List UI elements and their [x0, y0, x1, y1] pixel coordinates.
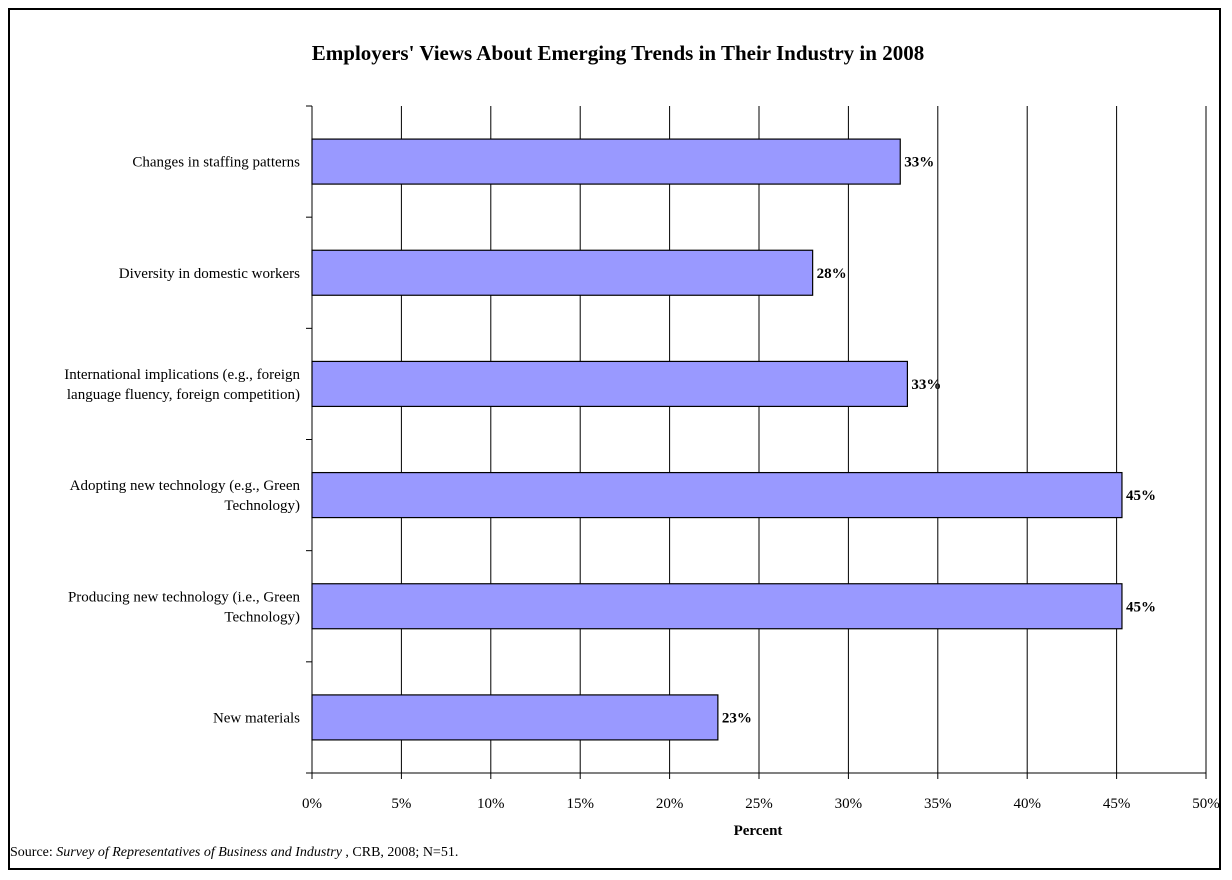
data-label: 45% — [1126, 488, 1156, 504]
data-label: 28% — [817, 266, 847, 282]
category-label-line: language fluency, foreign competition) — [67, 387, 300, 403]
category-label: Producing new technology (i.e., Green Tec… — [68, 589, 301, 625]
bar — [311, 471, 1123, 519]
category-label-line: Changes in staffing patterns — [132, 155, 300, 171]
category-label-line: Technology) — [224, 609, 300, 625]
bar — [311, 249, 814, 296]
x-tick-label: 50% — [1192, 796, 1220, 812]
data-label: 33% — [911, 377, 941, 393]
category-label-line: Producing new technology (i.e., Green — [68, 589, 301, 605]
bar — [311, 694, 719, 741]
source-prefix: Source: — [10, 845, 57, 860]
x-tick-label: 10% — [477, 796, 505, 812]
x-tick-label: 45% — [1103, 796, 1131, 812]
x-tick-label: 35% — [924, 796, 952, 812]
data-label: 45% — [1126, 599, 1156, 615]
data-label: 23% — [722, 710, 752, 726]
bar — [311, 583, 1123, 630]
x-tick-label: 40% — [1013, 796, 1041, 812]
category-label-line: Diversity in domestic workers — [119, 266, 300, 282]
category-label: New materials — [213, 710, 300, 726]
x-tick-label: 30% — [835, 796, 863, 812]
data-labels: 33% 28% 33% 45% 45% 23% — [722, 155, 1156, 727]
bar — [311, 360, 909, 408]
category-label: Changes in staffing patterns — [132, 155, 300, 171]
source-title: Survey of Representatives of Business an… — [56, 845, 342, 860]
x-tick-label: 15% — [566, 796, 594, 812]
category-label-line: International implications (e.g., foreig… — [64, 367, 300, 383]
x-tick-label: 0% — [302, 796, 322, 812]
x-tick-labels: 0% 5% 10% 15% 20% 25% 30% 35% 40% 45% 50% — [302, 796, 1220, 812]
category-label-line: Technology) — [224, 498, 300, 514]
category-labels: Changes in staffing patterns Diversity in… — [64, 155, 300, 727]
category-label: Diversity in domestic workers — [119, 266, 300, 282]
axes — [306, 105, 1207, 779]
bars — [311, 138, 1123, 741]
data-label: 33% — [904, 155, 934, 171]
category-label: Adopting new technology (e.g., Green Tech… — [70, 478, 301, 514]
chart-title: Employers' Views About Emerging Trends i… — [312, 41, 924, 65]
gridlines — [400, 106, 1207, 773]
x-axis-title: Percent — [734, 823, 783, 839]
category-label-line: Adopting new technology (e.g., Green — [70, 478, 301, 494]
category-label: International implications (e.g., foreig… — [64, 367, 300, 403]
category-label-line: New materials — [213, 710, 300, 726]
x-tick-label: 20% — [656, 796, 684, 812]
bar — [311, 138, 901, 185]
source-suffix: , CRB, 2008; N=51. — [341, 845, 459, 860]
x-tick-label: 25% — [745, 796, 773, 812]
x-tick-label: 5% — [391, 796, 411, 812]
source-note: Source: Survey of Representatives of Bus… — [10, 845, 458, 861]
